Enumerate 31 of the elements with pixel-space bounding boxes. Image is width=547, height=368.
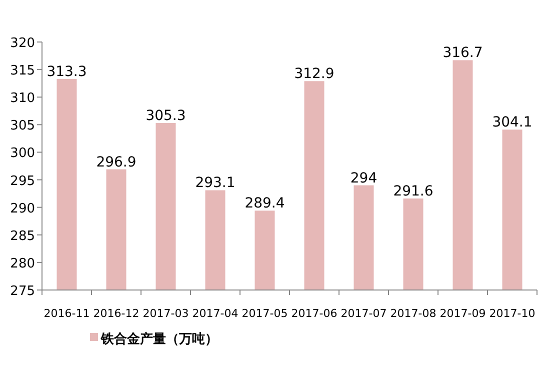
data-label: 316.7 (442, 45, 483, 62)
y-tick-label: 310 (10, 91, 35, 106)
data-label: 291.6 (393, 184, 434, 200)
x-tick-label: 2017-06 (291, 307, 338, 320)
x-tick-label: 2016-11 (44, 307, 90, 320)
data-label: 305.3 (146, 108, 186, 124)
x-tick-label: 2017-07 (340, 307, 387, 320)
data-label: 294 (350, 170, 378, 186)
x-tick-label: 2017-05 (242, 307, 288, 320)
y-tick-label: 290 (10, 201, 35, 216)
y-tick-label: 275 (10, 284, 35, 299)
y-tick-label: 315 (10, 64, 35, 79)
data-label: 289.4 (244, 196, 285, 212)
x-tick-label: 2017-03 (142, 307, 189, 320)
x-tick-label: 2017-04 (192, 307, 238, 320)
y-tick-label: 320 (10, 36, 35, 51)
x-tick-label: 2017-10 (489, 307, 536, 320)
data-label: 296.9 (96, 154, 136, 170)
y-tick-label: 280 (10, 256, 35, 272)
y-tick-label: 285 (10, 228, 35, 244)
data-label: 293.1 (195, 175, 236, 192)
data-label: 313.3 (46, 64, 87, 80)
y-tick-label: 300 (10, 146, 35, 162)
legend-label: 铁合金产量（万吨） (100, 331, 218, 346)
y-tick-label: 295 (10, 174, 35, 189)
x-tick-label: 2017-09 (440, 307, 486, 320)
data-label: 312.9 (294, 66, 334, 82)
x-tick-label: 2016-12 (93, 307, 140, 320)
x-tick-label: 2017-08 (390, 307, 436, 320)
y-tick-label: 305 (10, 118, 35, 134)
data-label: 304.1 (492, 114, 532, 131)
